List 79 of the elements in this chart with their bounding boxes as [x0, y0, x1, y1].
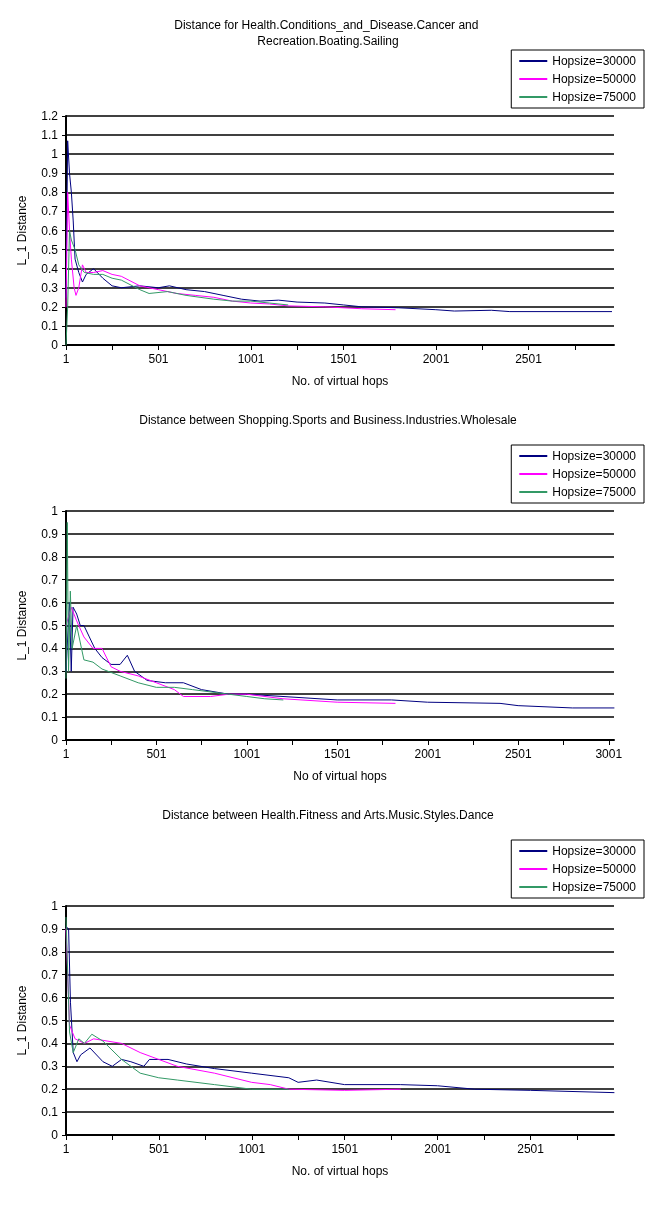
x-tick-label: 1001 [238, 1142, 266, 1156]
y-tick-label: 0.8 [41, 944, 59, 959]
y-tick-label: 0.6 [41, 223, 59, 238]
x-tick-label: 1501 [331, 1142, 359, 1156]
x-tick-label: 501 [148, 352, 169, 366]
chart-title: Distance for Health.Conditions_and_Disease.Cancer and Recreation.Boating.Sailing [174, 18, 482, 48]
x-axis-title: No of virtual hops [293, 769, 387, 783]
y-tick-label: 0.7 [41, 967, 59, 982]
y-tick-label: 0 [51, 1128, 59, 1142]
legend-label: Hopsize=75000 [552, 485, 637, 499]
y-tick-label: 1 [51, 147, 59, 162]
y-tick-label: 0.5 [41, 618, 59, 633]
x-tick-label: 1501 [330, 352, 358, 366]
y-tick-label: 0.3 [41, 1059, 59, 1074]
x-tick-label: 501 [148, 1142, 170, 1156]
line-series [65, 926, 615, 1094]
y-tick-label: 0.7 [41, 572, 59, 587]
y-tick-label: 0.1 [41, 318, 59, 333]
y-tick-label: 0.9 [41, 921, 59, 936]
x-tick-label: 501 [146, 747, 167, 761]
y-tick-label: 0.1 [41, 710, 59, 725]
line-series [65, 191, 396, 311]
y-tick-label: 1.1 [41, 128, 59, 143]
y-tick-label: 0.5 [41, 242, 59, 257]
x-tick-label: 2501 [515, 352, 543, 366]
chart-title: Distance between Shopping.Sports and Business.Industries.Wholesale [139, 413, 518, 427]
legend-label: Hopsize=50000 [552, 862, 637, 876]
y-tick-label: 0.5 [41, 1013, 59, 1028]
line-series [65, 230, 289, 346]
y-axis-title: L_1 Distance [15, 985, 29, 1056]
legend-label: Hopsize=75000 [552, 90, 637, 104]
x-tick-label: 1001 [237, 352, 265, 366]
y-tick-label: 1.2 [41, 109, 59, 123]
y-tick-label: 0.2 [41, 1082, 59, 1097]
y-tick-label: 0.6 [41, 595, 59, 610]
y-tick-label: 1 [51, 504, 59, 518]
y-tick-label: 0.3 [41, 280, 59, 295]
x-tick-label: 1 [62, 352, 70, 366]
legend-label: Hopsize=30000 [552, 449, 637, 463]
y-tick-label: 0.1 [41, 1105, 59, 1120]
y-tick-label: 0.4 [41, 641, 59, 656]
x-axis-title: No. of virtual hops [291, 1164, 389, 1178]
y-axis-title: L_1 Distance [15, 590, 29, 661]
x-tick-label: 1501 [324, 747, 352, 761]
line-series [65, 140, 613, 313]
line-series [65, 916, 290, 1090]
y-tick-label: 0.7 [41, 204, 59, 219]
x-tick-label: 2001 [424, 1142, 452, 1156]
x-tick-label: 2001 [422, 352, 450, 366]
line-series [65, 606, 396, 704]
y-tick-label: 0.8 [41, 185, 59, 200]
y-tick-label: 0.9 [41, 526, 59, 541]
legend-label: Hopsize=75000 [552, 880, 637, 894]
y-tick-label: 0.8 [41, 549, 59, 564]
y-tick-label: 0 [51, 733, 59, 747]
y-tick-label: 0 [51, 338, 59, 352]
x-tick-label: 2001 [414, 747, 442, 761]
legend-label: Hopsize=50000 [552, 467, 637, 481]
legend-label: Hopsize=50000 [552, 72, 637, 86]
y-tick-label: 0.4 [41, 1036, 59, 1051]
x-tick-label: 1 [62, 1142, 70, 1156]
y-tick-label: 1 [51, 899, 59, 913]
line-series [65, 521, 284, 701]
x-tick-label: 1001 [233, 747, 261, 761]
x-tick-label: 1 [62, 747, 70, 761]
chart-title: Distance between Health.Fitness and Arts.Music.Styles.Dance [162, 808, 495, 822]
legend-label: Hopsize=30000 [552, 54, 637, 68]
y-axis-title: L_1 Distance [15, 195, 29, 266]
x-tick-label: 2501 [504, 747, 532, 761]
y-tick-label: 0.4 [41, 261, 59, 276]
y-tick-label: 0.2 [41, 299, 59, 314]
x-tick-label: 3001 [595, 747, 623, 761]
y-tick-label: 0.6 [41, 990, 59, 1005]
y-tick-label: 0.9 [41, 166, 59, 181]
legend-label: Hopsize=30000 [552, 844, 637, 858]
x-tick-label: 2501 [517, 1142, 545, 1156]
y-tick-label: 0.2 [41, 687, 59, 702]
y-tick-label: 0.3 [41, 664, 59, 679]
x-axis-title: No. of virtual hops [291, 374, 389, 388]
